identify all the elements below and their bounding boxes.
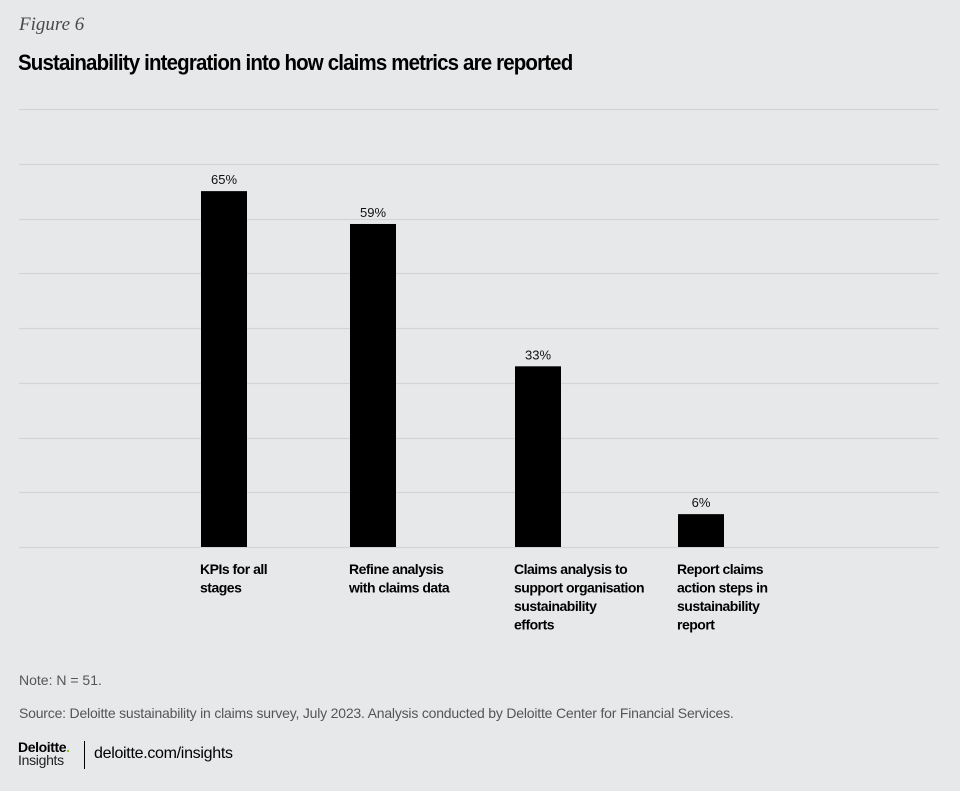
- logo-dot-icon: .: [66, 739, 71, 755]
- bar: [678, 514, 724, 547]
- category-label-line: with claims data: [348, 580, 450, 596]
- data-label: 65%: [211, 172, 237, 187]
- data-label: 6%: [692, 495, 711, 510]
- data-label: 33%: [525, 347, 551, 362]
- category-label-line: action steps in: [677, 580, 768, 596]
- category-label-line: sustainability: [677, 598, 760, 614]
- deloitte-insights-logo[interactable]: Deloitte. Insights: [18, 739, 71, 768]
- category-label-line: Refine analysis: [349, 561, 444, 577]
- chart-title: Sustainability integration into how clai…: [18, 50, 573, 75]
- bar: [350, 223, 396, 547]
- chart-note: Note: N = 51.: [19, 672, 102, 688]
- footer-divider: [84, 741, 85, 769]
- category-label: Report claims action steps in sustainabili…: [677, 561, 768, 633]
- category-label: Claims analysis to support organisation su…: [514, 561, 644, 633]
- category-label-line: efforts: [514, 617, 555, 633]
- category-label-line: report: [677, 617, 715, 633]
- category-label-line: stages: [200, 580, 242, 596]
- category-label-line: KPIs for all: [200, 561, 267, 577]
- figure-label: Figure 6: [19, 14, 85, 35]
- bar: [515, 366, 561, 547]
- footer-url-link[interactable]: deloitte.com/insights: [94, 745, 233, 762]
- bar-chart: 65% KPIs for all stages 59% Refine analysis w…: [19, 108, 939, 633]
- category-label-line: Report claims: [677, 561, 764, 577]
- category-label-line: Claims analysis to: [514, 561, 627, 577]
- category-label-line: support organisation: [514, 580, 644, 596]
- category-label-line: sustainability: [514, 598, 597, 614]
- logo-insights: Insights: [18, 752, 64, 768]
- data-label: 59%: [360, 205, 386, 220]
- category-label: Refine analysis with claims data: [348, 561, 450, 596]
- category-label: KPIs for all stages: [200, 561, 267, 596]
- bar: [201, 191, 247, 547]
- logo-deloitte: Deloitte: [18, 739, 67, 755]
- chart-source: Source: Deloitte sustainability in claim…: [19, 705, 734, 721]
